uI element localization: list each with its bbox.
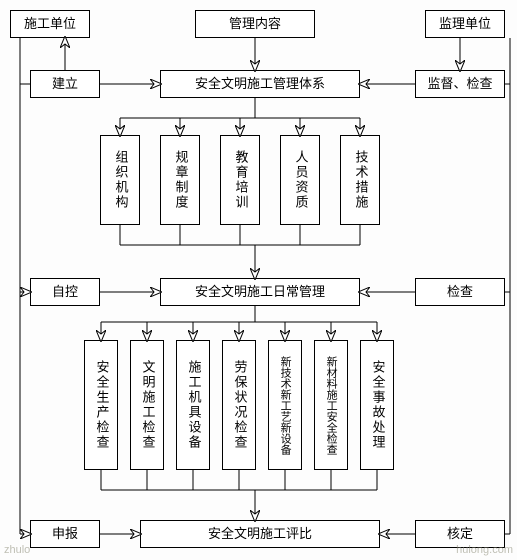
label: 文明施工检查 <box>139 360 156 450</box>
node-regulations: 规章制度 <box>160 135 200 225</box>
label: 申报 <box>52 526 78 543</box>
node-supervise-check: 监督、检查 <box>415 70 505 98</box>
label: 检查 <box>447 284 473 301</box>
label: 安全文明施工管理体系 <box>195 76 325 93</box>
node-establish: 建立 <box>30 70 100 98</box>
label: 人员资质 <box>292 150 309 210</box>
node-report: 申报 <box>30 520 100 548</box>
node-construction-unit: 施工单位 <box>10 10 90 38</box>
label: 技术措施 <box>352 150 369 210</box>
label: 劳保状况检查 <box>231 360 248 450</box>
node-personnel: 人员资质 <box>280 135 320 225</box>
label: 安全文明施工评比 <box>208 526 312 543</box>
node-labor-protection: 劳保状况检查 <box>222 340 256 470</box>
node-education: 教育培训 <box>220 135 260 225</box>
watermark-right: hulong.com <box>456 544 513 556</box>
label: 安全事故处理 <box>369 360 386 450</box>
label: 管理内容 <box>229 16 281 33</box>
node-management-content: 管理内容 <box>195 10 315 38</box>
label: 安全生产检查 <box>93 360 110 450</box>
label: 监理单位 <box>439 16 491 33</box>
node-civilized-check: 文明施工检查 <box>130 340 164 470</box>
node-check: 检查 <box>415 278 505 306</box>
label: 自控 <box>52 284 78 301</box>
node-tech-measures: 技术措施 <box>340 135 380 225</box>
node-safety-prod-check: 安全生产检查 <box>84 340 118 470</box>
label: 规章制度 <box>172 150 189 210</box>
node-safety-system: 安全文明施工管理体系 <box>160 70 360 98</box>
label: 施工单位 <box>24 16 76 33</box>
label: 组织机构 <box>112 150 129 210</box>
label: 教育培训 <box>232 150 249 210</box>
node-evaluation: 安全文明施工评比 <box>140 520 380 548</box>
label: 核定 <box>447 526 473 543</box>
node-equipment: 施工机具设备 <box>176 340 210 470</box>
label: 施工机具设备 <box>185 360 202 450</box>
label: 新技术新工艺新设备 <box>278 356 292 455</box>
label: 监督、检查 <box>427 76 492 93</box>
label: 建立 <box>52 76 78 93</box>
node-accident: 安全事故处理 <box>360 340 394 470</box>
watermark-left: zhulo <box>4 544 30 556</box>
node-supervision-unit: 监理单位 <box>425 10 505 38</box>
node-daily-management: 安全文明施工日常管理 <box>160 278 360 306</box>
label: 安全文明施工日常管理 <box>195 284 325 301</box>
node-self-control: 自控 <box>30 278 100 306</box>
label: 新材料施工安全检查 <box>324 356 338 455</box>
node-new-tech: 新技术新工艺新设备 <box>268 340 302 470</box>
node-org-structure: 组织机构 <box>100 135 140 225</box>
node-new-material: 新材料施工安全检查 <box>314 340 348 470</box>
